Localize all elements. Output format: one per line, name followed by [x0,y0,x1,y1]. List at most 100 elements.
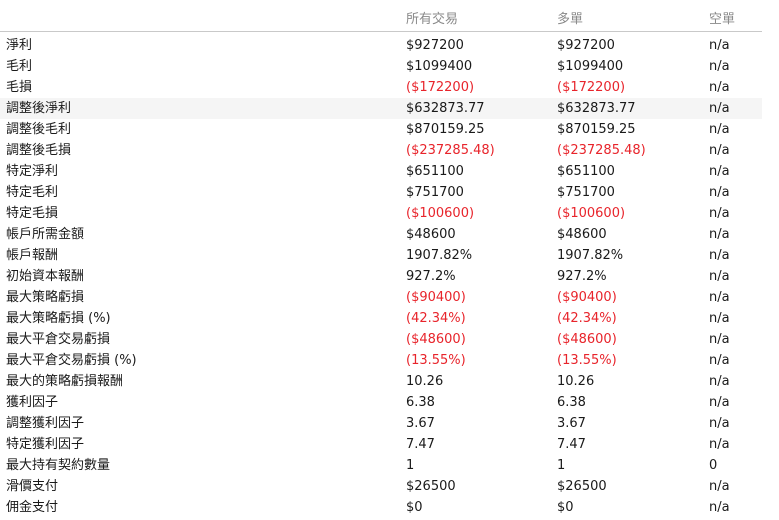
cell-short: n/a [709,353,730,368]
row-label: 最大平倉交易虧損 [6,332,111,347]
row-label: 最大平倉交易虧損 (%) [6,353,137,368]
cell-short: n/a [709,311,730,326]
cell-long: $1099400 [557,59,624,74]
table-row: 毛損 ($172200) ($172200) n/a [0,77,762,98]
cell-long: $651100 [557,164,615,179]
cell-long: ($90400) [557,290,617,305]
row-label: 最大的策略虧損報酬 [6,374,124,389]
cell-long: $26500 [557,479,607,494]
cell-short: n/a [709,143,730,158]
cell-all-trades: 927.2% [406,269,456,284]
cell-short: n/a [709,164,730,179]
cell-short: n/a [709,38,730,53]
cell-long: $870159.25 [557,122,636,137]
cell-all-trades: $870159.25 [406,122,485,137]
header-long[interactable]: 多單 [557,12,584,27]
row-label: 調整後毛損 [6,143,72,158]
row-label: 最大持有契約數量 [6,458,111,473]
cell-long: $0 [557,500,574,515]
table-row: 佣金支付 $0 $0 n/a [0,497,762,518]
table-row: 最大持有契約數量 1 1 0 [0,455,762,476]
cell-long: $632873.77 [557,101,636,116]
row-label: 毛利 [6,59,33,74]
row-label: 毛損 [6,80,33,95]
cell-short: n/a [709,500,730,515]
cell-all-trades: 1907.82% [406,248,473,263]
table-row: 調整後毛損 ($237285.48) ($237285.48) n/a [0,140,762,161]
cell-all-trades: ($100600) [406,206,475,221]
cell-short: n/a [709,374,730,389]
table-row: 特定毛利 $751700 $751700 n/a [0,182,762,203]
cell-short: n/a [709,332,730,347]
cell-short: n/a [709,269,730,284]
cell-all-trades: $26500 [406,479,456,494]
cell-all-trades: $48600 [406,227,456,242]
cell-short: n/a [709,80,730,95]
row-label: 調整獲利因子 [6,416,85,431]
header-short[interactable]: 空單 [709,12,736,27]
table-row: 調整後毛利 $870159.25 $870159.25 n/a [0,119,762,140]
cell-all-trades: $0 [406,500,423,515]
table-row: 滑價支付 $26500 $26500 n/a [0,476,762,497]
row-label: 帳戶報酬 [6,248,59,263]
table-row: 調整後淨利 $632873.77 $632873.77 n/a [0,98,762,119]
cell-long: ($48600) [557,332,617,347]
cell-all-trades: $927200 [406,38,464,53]
cell-long: ($100600) [557,206,626,221]
cell-all-trades: 10.26 [406,374,444,389]
cell-all-trades: $651100 [406,164,464,179]
cell-long: (13.55%) [557,353,617,368]
row-label: 特定毛損 [6,206,59,221]
cell-short: n/a [709,248,730,263]
table-row: 初始資本報酬 927.2% 927.2% n/a [0,266,762,287]
table-row: 獲利因子 6.38 6.38 n/a [0,392,762,413]
cell-all-trades: $1099400 [406,59,473,74]
cell-long: $927200 [557,38,615,53]
cell-short: n/a [709,122,730,137]
table-row: 特定毛損 ($100600) ($100600) n/a [0,203,762,224]
cell-short: n/a [709,479,730,494]
cell-all-trades: $751700 [406,185,464,200]
table-row: 最大的策略虧損報酬 10.26 10.26 n/a [0,371,762,392]
row-label: 初始資本報酬 [6,269,85,284]
table-row: 帳戶報酬 1907.82% 1907.82% n/a [0,245,762,266]
cell-all-trades: ($237285.48) [406,143,495,158]
cell-long: 3.67 [557,416,586,431]
table-row: 帳戶所需金額 $48600 $48600 n/a [0,224,762,245]
cell-short: 0 [709,458,718,473]
cell-short: n/a [709,185,730,200]
cell-all-trades: ($172200) [406,80,475,95]
cell-short: n/a [709,101,730,116]
cell-all-trades: ($90400) [406,290,466,305]
cell-long: 1907.82% [557,248,624,263]
header-all-trades[interactable]: 所有交易 [406,12,459,27]
cell-long: 1 [557,458,566,473]
table-row: 最大平倉交易虧損 (%) (13.55%) (13.55%) n/a [0,350,762,371]
cell-long: $48600 [557,227,607,242]
cell-long: $751700 [557,185,615,200]
cell-long: 7.47 [557,437,586,452]
cell-all-trades: $632873.77 [406,101,485,116]
cell-short: n/a [709,395,730,410]
row-label: 最大策略虧損 [6,290,85,305]
table-row: 最大平倉交易虧損 ($48600) ($48600) n/a [0,329,762,350]
cell-short: n/a [709,59,730,74]
cell-long: 6.38 [557,395,586,410]
row-label: 調整後淨利 [6,101,72,116]
cell-short: n/a [709,437,730,452]
table-row: 最大策略虧損 ($90400) ($90400) n/a [0,287,762,308]
cell-long: 927.2% [557,269,607,284]
row-label: 調整後毛利 [6,122,72,137]
table-body: 淨利 $927200 $927200 n/a 毛利 $1099400 $1099400 n/a… [0,35,762,518]
cell-short: n/a [709,290,730,305]
cell-long: 10.26 [557,374,595,389]
table-row: 淨利 $927200 $927200 n/a [0,35,762,56]
cell-long: ($237285.48) [557,143,646,158]
cell-all-trades: 1 [406,458,415,473]
row-label: 滑價支付 [6,479,59,494]
row-label: 特定淨利 [6,164,59,179]
row-label: 特定獲利因子 [6,437,85,452]
cell-short: n/a [709,206,730,221]
table-row: 特定獲利因子 7.47 7.47 n/a [0,434,762,455]
